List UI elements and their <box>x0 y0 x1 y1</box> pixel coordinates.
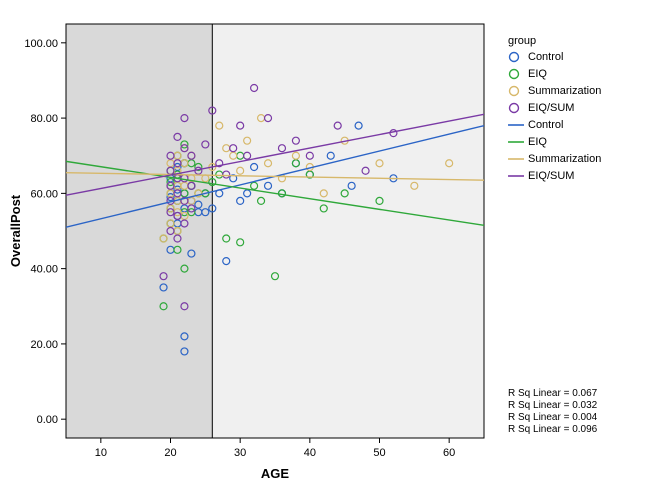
y-tick-label: 60.00 <box>30 188 58 200</box>
y-tick-label: 40.00 <box>30 264 58 276</box>
rsq-text: R Sq Linear = 0.067 <box>508 388 598 399</box>
legend-title: group <box>508 35 536 47</box>
x-tick-label: 30 <box>234 447 246 459</box>
rsq-text: R Sq Linear = 0.004 <box>508 412 598 423</box>
x-tick-label: 20 <box>164 447 176 459</box>
legend-label: EIQ <box>528 136 547 148</box>
rsq-text: R Sq Linear = 0.032 <box>508 400 598 411</box>
legend-label: Control <box>528 119 563 131</box>
legend-label: EIQ <box>528 68 547 80</box>
legend-label: EIQ/SUM <box>528 102 574 114</box>
y-tick-label: 100.00 <box>24 38 58 50</box>
x-tick-label: 40 <box>304 447 316 459</box>
legend-label: Control <box>528 51 563 63</box>
x-tick-label: 50 <box>373 447 385 459</box>
x-tick-label: 10 <box>95 447 107 459</box>
rsq-text: R Sq Linear = 0.096 <box>508 424 598 435</box>
y-axis-title: OverallPost <box>8 194 23 267</box>
y-tick-label: 0.00 <box>37 414 58 426</box>
shaded-band <box>66 24 212 438</box>
y-tick-label: 20.00 <box>30 339 58 351</box>
y-tick-label: 80.00 <box>30 113 58 125</box>
legend-label: Summarization <box>528 153 601 165</box>
chart-svg: 10 20 30 40 50 60 0.00 20.00 40.00 60.00 80.00 100.… <box>0 0 658 502</box>
legend-label: EIQ/SUM <box>528 170 574 182</box>
legend-label: Summarization <box>528 85 601 97</box>
x-tick-label: 60 <box>443 447 455 459</box>
scatter-chart: 10 20 30 40 50 60 0.00 20.00 40.00 60.00 80.00 100.… <box>0 0 658 502</box>
x-axis-title: AGE <box>261 466 290 481</box>
